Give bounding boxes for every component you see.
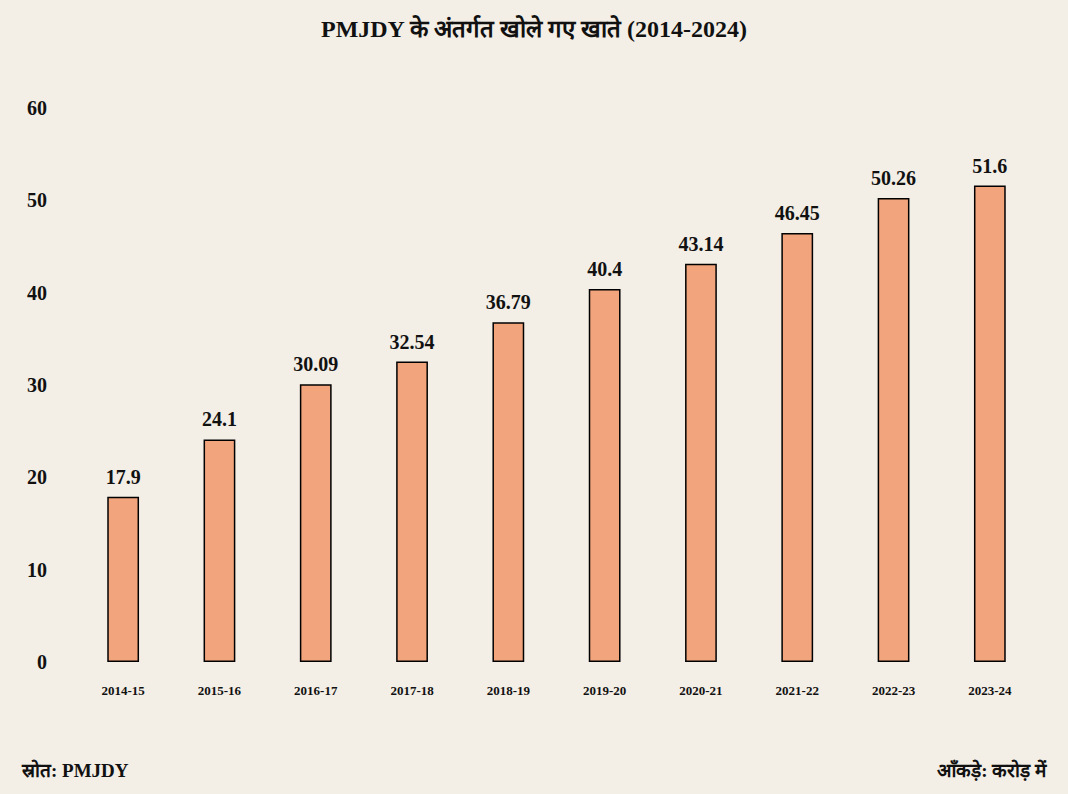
svg-text:51.6: 51.6 (972, 155, 1007, 177)
svg-text:2014-15: 2014-15 (101, 683, 145, 698)
svg-text:30: 30 (27, 374, 47, 396)
svg-text:24.1: 24.1 (202, 408, 237, 430)
svg-text:60: 60 (27, 97, 47, 119)
svg-text:40.4: 40.4 (587, 258, 622, 280)
svg-text:36.79: 36.79 (486, 291, 531, 313)
svg-text:32.54: 32.54 (390, 331, 435, 353)
svg-text:2020-21: 2020-21 (679, 683, 722, 698)
svg-text:PMJDY के अंतर्गत खोले गए खाते: PMJDY के अंतर्गत खोले गए खाते (2014-2024… (321, 15, 747, 42)
svg-text:2022-23: 2022-23 (872, 683, 916, 698)
svg-text:17.9: 17.9 (106, 466, 141, 488)
svg-text:50.26: 50.26 (871, 167, 916, 189)
svg-text:30.09: 30.09 (293, 353, 338, 375)
svg-text:20: 20 (27, 466, 47, 488)
svg-text:आँकड़े: करोड़ में: आँकड़े: करोड़ में (937, 759, 1047, 781)
svg-text:स्रोत: PMJDY: स्रोत: PMJDY (21, 759, 129, 781)
svg-text:0: 0 (37, 651, 47, 673)
svg-text:2015-16: 2015-16 (198, 683, 242, 698)
svg-text:2016-17: 2016-17 (294, 683, 338, 698)
svg-text:50: 50 (27, 189, 47, 211)
svg-text:43.14: 43.14 (678, 233, 723, 255)
svg-text:2018-19: 2018-19 (487, 683, 531, 698)
svg-text:2023-24: 2023-24 (968, 683, 1012, 698)
svg-text:46.45: 46.45 (775, 202, 820, 224)
svg-text:2019-20: 2019-20 (583, 683, 626, 698)
svg-text:2021-22: 2021-22 (776, 683, 819, 698)
svg-text:10: 10 (27, 559, 47, 581)
svg-text:40: 40 (27, 282, 47, 304)
svg-text:2017-18: 2017-18 (390, 683, 434, 698)
